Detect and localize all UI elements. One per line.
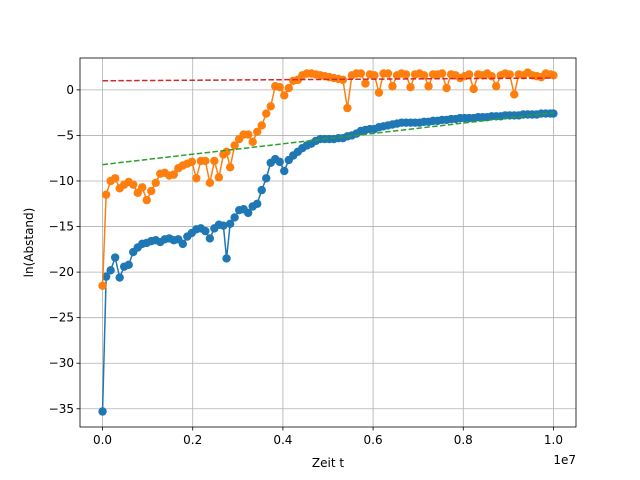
data-point: [225, 163, 235, 172]
data-point: [225, 219, 235, 229]
data-point: [101, 272, 111, 281]
series-layer: [98, 68, 558, 416]
data-point: [401, 70, 411, 79]
data-point: [248, 137, 257, 147]
data-point: [464, 70, 474, 79]
y-tick-label: −15: [49, 220, 74, 234]
x-tick-label: 0.4: [273, 433, 292, 447]
data-point: [205, 178, 215, 188]
y-tick-label: −25: [49, 311, 74, 325]
data-point: [129, 180, 138, 189]
data-point: [243, 130, 253, 139]
y-tick-label: −20: [49, 265, 74, 279]
data-point: [388, 82, 397, 91]
data-point: [253, 199, 262, 208]
data-point: [280, 91, 289, 100]
x-axis-offset-label: 1e7: [553, 453, 576, 467]
data-point: [110, 253, 120, 262]
data-point: [205, 234, 215, 243]
y-tick-label: −35: [49, 402, 74, 416]
data-point: [214, 173, 224, 182]
data-point: [151, 178, 160, 188]
x-tick-label: 0.0: [93, 433, 112, 447]
data-point: [253, 127, 262, 136]
data-point: [370, 71, 379, 80]
data-point: [383, 69, 393, 78]
data-point: [280, 166, 289, 176]
data-point: [138, 183, 147, 192]
data-point: [230, 141, 239, 150]
data-point: [98, 407, 107, 416]
data-point: [169, 170, 178, 179]
data-point: [142, 195, 151, 205]
x-tick-label: 0.6: [364, 433, 383, 447]
data-point: [361, 79, 370, 88]
data-point: [549, 71, 558, 80]
y-tick-label: 0: [66, 83, 74, 97]
y-tick-label: −5: [56, 128, 74, 142]
data-point: [222, 254, 231, 263]
data-point: [437, 69, 447, 78]
data-point: [219, 221, 228, 230]
data-point: [262, 174, 271, 183]
data-point: [124, 260, 133, 270]
y-tick-label: −30: [49, 356, 74, 370]
data-point: [101, 190, 111, 199]
data-point: [510, 90, 519, 99]
plot-frame: [79, 57, 577, 428]
data-point: [374, 88, 384, 97]
x-tick-label: 1.0: [544, 433, 563, 447]
data-point: [257, 185, 266, 195]
x-tick-label: 0.8: [454, 433, 473, 447]
data-point: [243, 208, 253, 218]
ticks: 0.0 0.2 0.4 0.6 0.8 1.0 0 −5 −10 −15 −20 −25 −30 −35: [49, 83, 563, 447]
data-point: [469, 84, 478, 94]
data-point: [106, 266, 115, 275]
y-tick-label: −10: [49, 174, 74, 188]
x-axis-label: Zeit t: [312, 456, 344, 470]
data-point: [275, 157, 284, 167]
data-point: [98, 281, 107, 290]
data-point: [222, 147, 231, 157]
x-tick-label: 0.2: [183, 433, 202, 447]
grid: [80, 58, 576, 427]
data-point: [210, 156, 219, 166]
series-2: [102, 111, 554, 166]
data-point: [266, 102, 275, 111]
data-point: [343, 103, 352, 113]
data-point: [187, 157, 197, 167]
data-point: [201, 226, 210, 236]
data-point: [356, 69, 366, 78]
data-point: [275, 82, 284, 92]
data-point: [419, 71, 429, 80]
data-point: [192, 174, 201, 183]
series-1: [98, 68, 558, 290]
data-point: [491, 82, 501, 91]
data-point: [230, 213, 239, 222]
trend-line: [102, 77, 554, 82]
data-point: [201, 156, 210, 166]
data-point: [505, 70, 514, 79]
data-point: [257, 121, 266, 130]
trend-line: [102, 111, 554, 166]
data-point: [406, 82, 415, 92]
data-point: [424, 82, 433, 91]
data-point: [147, 186, 156, 196]
data-point: [284, 83, 293, 93]
data-point: [178, 239, 188, 249]
series-3: [102, 77, 554, 82]
y-axis-label: ln(Abstand): [22, 208, 36, 278]
data-point: [442, 83, 451, 93]
data-point: [110, 174, 120, 183]
data-point: [262, 109, 271, 118]
data-point: [115, 273, 124, 282]
data-point: [549, 109, 558, 118]
